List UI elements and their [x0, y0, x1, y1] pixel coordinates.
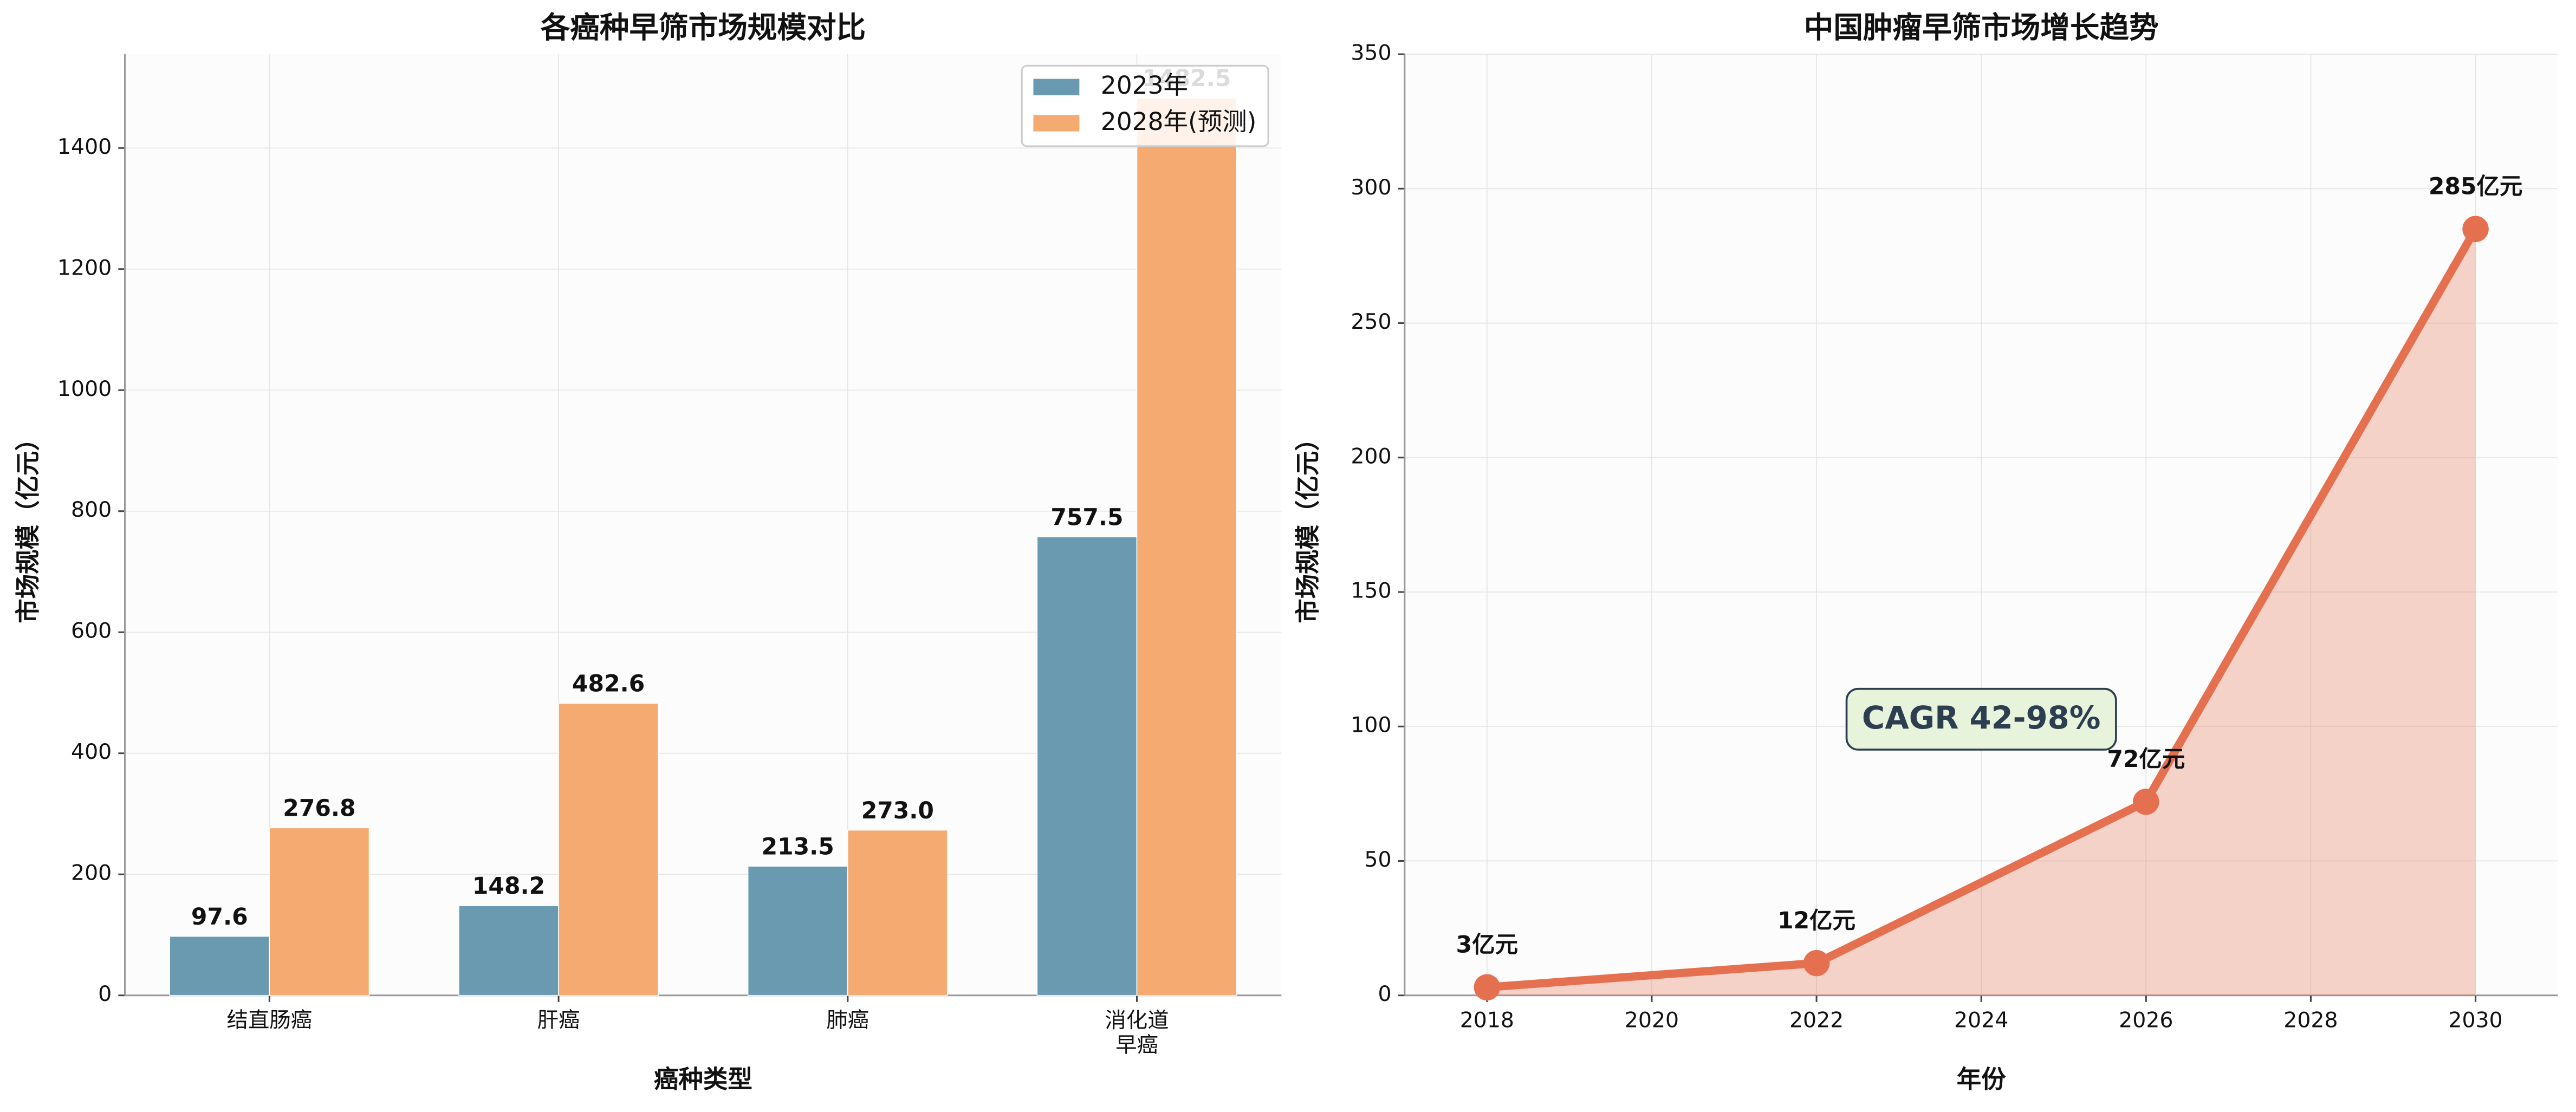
y-tick-label: 1000 [57, 376, 112, 401]
y-tick-label: 800 [71, 497, 112, 522]
y-tick-label: 0 [1378, 981, 1391, 1006]
value-label: 213.5 [762, 834, 834, 860]
value-label: 276.8 [283, 796, 355, 822]
x-tick-label: 2026 [2119, 1008, 2173, 1033]
point [2462, 216, 2489, 243]
x-axis-label: 癌种类型 [654, 1065, 752, 1094]
value-label: 148.2 [472, 873, 545, 900]
x-tick-label: 2030 [2448, 1008, 2502, 1033]
value-label: 273.0 [861, 798, 934, 824]
y-tick-label: 1400 [57, 134, 112, 159]
y-tick-label: 1200 [57, 255, 112, 280]
bar [169, 935, 270, 996]
y-tick-label: 0 [98, 981, 112, 1006]
annotation: CAGR 42-98% [1862, 700, 2101, 736]
bar [458, 905, 559, 996]
y-tick-label: 600 [71, 619, 112, 643]
y-tick-label: 400 [71, 739, 112, 764]
legend-label: 2023年 [1101, 71, 1188, 100]
x-tick-label: 2022 [1789, 1008, 1844, 1033]
legend-swatch [1033, 115, 1080, 132]
y-tick-label: 150 [1351, 578, 1391, 603]
value-label: 12亿元 [1777, 908, 1855, 934]
y-tick-label: 100 [1351, 713, 1391, 738]
area [1487, 229, 2476, 996]
bar [1036, 536, 1138, 996]
value-label: 757.5 [1050, 504, 1123, 531]
bar [558, 703, 659, 996]
y-tick-label: 250 [1351, 309, 1391, 334]
bar [847, 829, 948, 996]
line [1487, 226, 2480, 992]
point [1803, 950, 1830, 977]
x-tick-label: 肝癌 [537, 1008, 580, 1033]
bar [747, 866, 848, 996]
annotation-box [1845, 687, 2117, 751]
y-tick-label: 350 [1351, 41, 1391, 66]
x-axis-label: 年份 [1957, 1065, 2006, 1094]
bar [269, 827, 370, 996]
x-tick-label: 消化道早癌 [1105, 1008, 1169, 1057]
bar [1136, 97, 1237, 996]
value-label: 97.6 [191, 904, 248, 931]
legend-box [1021, 64, 1269, 147]
x-tick-label: 2024 [1954, 1008, 2008, 1033]
y-axis-label: 市场规模（亿元） [14, 426, 42, 623]
chart-title: 各癌种早筛市场规模对比 [541, 10, 866, 45]
y-tick-label: 200 [1351, 444, 1391, 469]
value-label: 285亿元 [2429, 173, 2522, 200]
legend-swatch [1033, 79, 1080, 95]
x-tick-label: 结直肠癌 [227, 1008, 313, 1033]
chart-title: 中国肿瘤早筛市场增长趋势 [1804, 10, 2159, 45]
y-axis-label: 市场规模（亿元） [1293, 426, 1322, 623]
point [1474, 974, 1501, 1001]
y-tick-label: 200 [71, 861, 112, 886]
point [2133, 788, 2159, 815]
y-tick-label: 50 [1364, 847, 1391, 872]
x-tick-label: 2028 [2283, 1008, 2338, 1033]
legend-label: 2028年(预测) [1101, 107, 1257, 136]
value-label: 3亿元 [1456, 932, 1518, 958]
value-label: 72亿元 [2107, 746, 2185, 773]
value-label: 482.6 [572, 671, 645, 698]
x-tick-label: 2018 [1460, 1008, 1514, 1033]
x-tick-label: 肺癌 [826, 1008, 869, 1033]
x-tick-label: 2020 [1625, 1008, 1679, 1033]
y-tick-label: 300 [1351, 175, 1391, 200]
